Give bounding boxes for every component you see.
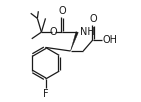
Text: NH: NH	[80, 27, 94, 37]
Text: O: O	[50, 27, 58, 37]
Polygon shape	[70, 32, 78, 51]
Text: O: O	[59, 6, 66, 16]
Text: O: O	[89, 14, 97, 24]
Text: OH: OH	[103, 35, 118, 45]
Text: F: F	[43, 89, 48, 99]
